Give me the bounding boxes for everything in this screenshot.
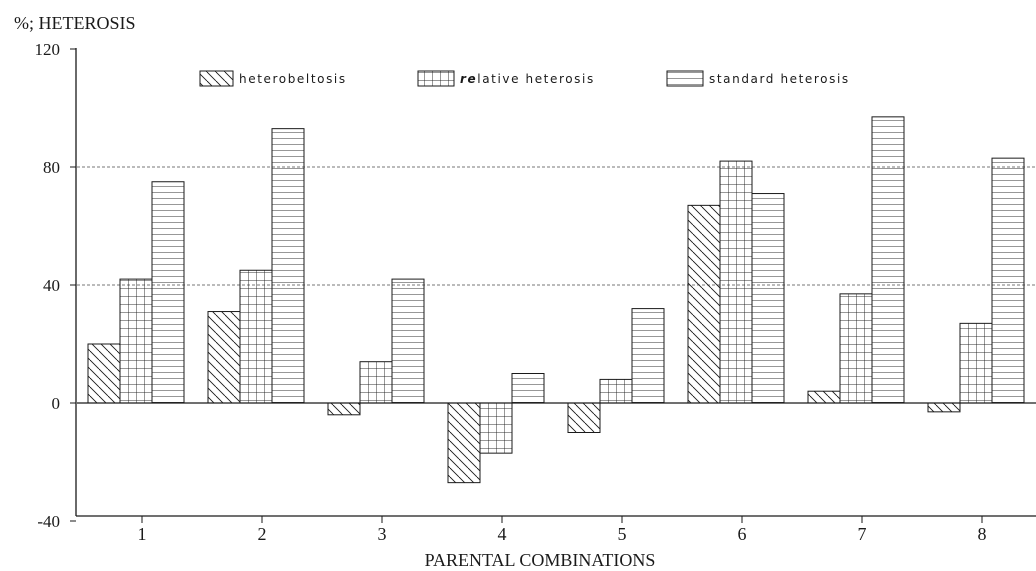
bar-heterobeltosis-8 [927,402,961,413]
legend-swatch-diagonal [199,70,234,87]
legend-swatch-grid [417,70,455,87]
bar-standard-heterosis-2 [271,128,305,404]
bar-heterobeltosis-6 [687,204,721,404]
y-tick-label: -40 [37,512,60,531]
y-tick-label: 0 [52,394,61,413]
legend-label-standard-heterosis: standard heterosis [709,72,850,86]
bar-heterobeltosis-4 [447,402,481,484]
bar-heterobeltosis-5 [567,402,601,433]
bar-heterobeltosis-1 [87,343,121,404]
y-axis-title: %; HETEROSIS [14,13,136,33]
x-axis-ticks: 1 2 3 4 5 6 7 8 [138,516,987,544]
bar-relative-heterosis-6 [719,160,753,404]
bar-relative-heterosis-2 [239,269,273,404]
bar-relative-heterosis-4 [479,402,513,454]
x-tick-label: 1 [138,524,147,544]
x-tick-label: 5 [618,524,627,544]
y-tick-label: 80 [43,158,60,177]
bar-relative-heterosis-3 [359,361,393,404]
bar-heterobeltosis-2 [207,311,241,404]
legend-label-heterobeltosis: heterobeltosis [239,72,347,86]
bar-standard-heterosis-3 [391,278,425,404]
x-tick-label: 7 [858,524,867,544]
y-tick-label: 120 [35,40,61,59]
legend-item-standard-heterosis: standard heterosis [666,70,850,87]
x-tick-label: 2 [258,524,267,544]
bars [77,116,1036,484]
bar-heterobeltosis-7 [807,390,841,404]
x-tick-label: 4 [498,524,507,544]
bar-standard-heterosis-8 [991,157,1025,404]
legend-label-relative-prefix: re [460,72,477,86]
legend-label-relative-heterosis: relative heterosis [460,72,595,86]
bar-relative-heterosis-8 [959,322,993,404]
legend-label-relative-suffix: lative heterosis [477,72,595,86]
y-axis-ticks: 120 80 40 0 -40 [35,40,76,531]
bar-standard-heterosis-6 [751,193,785,404]
axes [75,48,1036,517]
bar-standard-heterosis-7 [871,116,905,404]
bar-relative-heterosis-7 [839,293,873,404]
bar-standard-heterosis-5 [631,308,665,404]
bar-relative-heterosis-5 [599,378,633,404]
legend-item-relative-heterosis: relative heterosis [417,70,595,87]
bar-standard-heterosis-4 [511,373,545,404]
y-tick-label: 40 [43,276,60,295]
legend-item-heterobeltosis: heterobeltosis [199,70,347,87]
x-tick-label: 6 [738,524,747,544]
bar-heterobeltosis-3 [327,402,361,416]
x-tick-label: 8 [978,524,987,544]
bar-standard-heterosis-1 [151,181,185,404]
bar-relative-heterosis-1 [119,278,153,404]
legend: heterobeltosis relative heterosis standa… [199,70,850,87]
x-axis-title: PARENTAL COMBINATIONS [425,550,656,570]
legend-swatch-horizontal [666,70,704,87]
x-tick-label: 3 [378,524,387,544]
